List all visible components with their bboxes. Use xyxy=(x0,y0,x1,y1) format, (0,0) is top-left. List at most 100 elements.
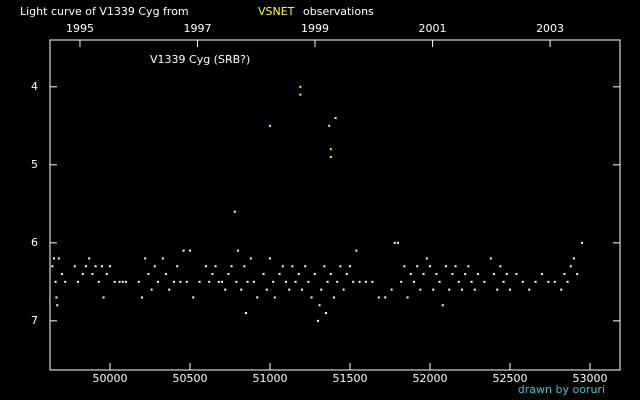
data-point xyxy=(435,273,438,276)
data-point xyxy=(569,265,572,268)
x-tick-label: 53000 xyxy=(573,372,608,385)
data-point xyxy=(185,280,188,283)
data-point xyxy=(429,265,431,268)
data-point xyxy=(393,241,396,244)
chart-title: Light curve of V1339 Cyg from xyxy=(20,5,189,18)
data-point xyxy=(291,265,294,268)
data-point xyxy=(189,249,191,252)
data-point xyxy=(157,280,159,283)
data-point xyxy=(256,296,259,299)
data-point xyxy=(299,93,302,96)
x2-tick-label: 1995 xyxy=(66,22,94,35)
data-point xyxy=(477,273,479,276)
data-point xyxy=(97,280,100,283)
data-point xyxy=(125,280,127,283)
data-point xyxy=(285,280,287,283)
data-point xyxy=(150,288,153,291)
data-point xyxy=(560,288,563,291)
data-point xyxy=(182,249,185,252)
x-tick-label: 50500 xyxy=(173,372,208,385)
data-point xyxy=(457,280,460,283)
data-point xyxy=(576,273,579,276)
data-point xyxy=(168,288,171,291)
data-point xyxy=(467,265,470,268)
data-point xyxy=(509,288,511,291)
data-point xyxy=(246,280,249,283)
data-point xyxy=(301,288,303,291)
data-point xyxy=(377,296,380,299)
data-point xyxy=(54,280,57,283)
data-point xyxy=(230,265,233,268)
data-point xyxy=(101,265,103,268)
data-point xyxy=(217,280,220,283)
data-point xyxy=(94,265,97,268)
data-point xyxy=(313,273,316,276)
data-point xyxy=(416,265,419,268)
data-point xyxy=(243,265,246,268)
data-point xyxy=(88,257,91,260)
data-point xyxy=(454,265,457,268)
title-suffix: observations xyxy=(303,5,374,18)
data-point xyxy=(352,280,355,283)
data-point xyxy=(91,273,94,276)
data-point xyxy=(221,280,223,283)
data-point xyxy=(496,288,499,291)
data-point xyxy=(505,273,508,276)
x-tick-label: 51000 xyxy=(253,372,288,385)
data-point xyxy=(464,273,467,276)
data-point xyxy=(358,280,361,283)
data-point xyxy=(278,273,281,276)
data-point xyxy=(334,117,337,120)
data-point xyxy=(451,273,454,276)
plot-frame xyxy=(49,39,621,371)
data-point xyxy=(198,280,201,283)
x-tick-label: 52000 xyxy=(413,372,448,385)
y-tick-label: 6 xyxy=(31,236,38,249)
data-point xyxy=(273,296,276,299)
data-point xyxy=(249,257,252,260)
data-point xyxy=(262,273,265,276)
data-point xyxy=(499,265,502,268)
data-point xyxy=(61,273,63,276)
x2-tick-label: 1997 xyxy=(183,22,211,35)
data-point xyxy=(581,241,583,244)
data-point xyxy=(534,280,537,283)
data-point xyxy=(422,273,425,276)
data-point xyxy=(281,265,284,268)
data-point xyxy=(288,288,291,291)
data-point xyxy=(432,288,435,291)
data-point xyxy=(147,273,150,276)
x2-tick-label: 2001 xyxy=(419,22,447,35)
data-point xyxy=(445,265,447,268)
data-point xyxy=(521,280,524,283)
data-point xyxy=(121,280,124,283)
data-point xyxy=(419,288,422,291)
data-point xyxy=(211,273,214,276)
data-point xyxy=(294,280,297,283)
data-point xyxy=(299,85,302,88)
data-point xyxy=(56,304,59,307)
data-point xyxy=(470,280,473,283)
data-point xyxy=(224,288,227,291)
data-point xyxy=(205,265,207,268)
data-point xyxy=(310,296,313,299)
data-point xyxy=(318,304,321,307)
data-point xyxy=(336,280,339,283)
data-point xyxy=(493,273,495,276)
data-point xyxy=(397,241,399,244)
data-point xyxy=(265,288,268,291)
data-point xyxy=(323,265,326,268)
data-point xyxy=(326,280,329,283)
data-point xyxy=(307,280,310,283)
data-point xyxy=(297,273,300,276)
data-point xyxy=(53,257,55,260)
credit: drawn by ooruri xyxy=(518,383,605,396)
data-point xyxy=(173,280,175,283)
data-point xyxy=(81,273,84,276)
x2-tick-label: 1999 xyxy=(301,22,329,35)
data-point xyxy=(547,280,550,283)
data-point xyxy=(329,273,332,276)
